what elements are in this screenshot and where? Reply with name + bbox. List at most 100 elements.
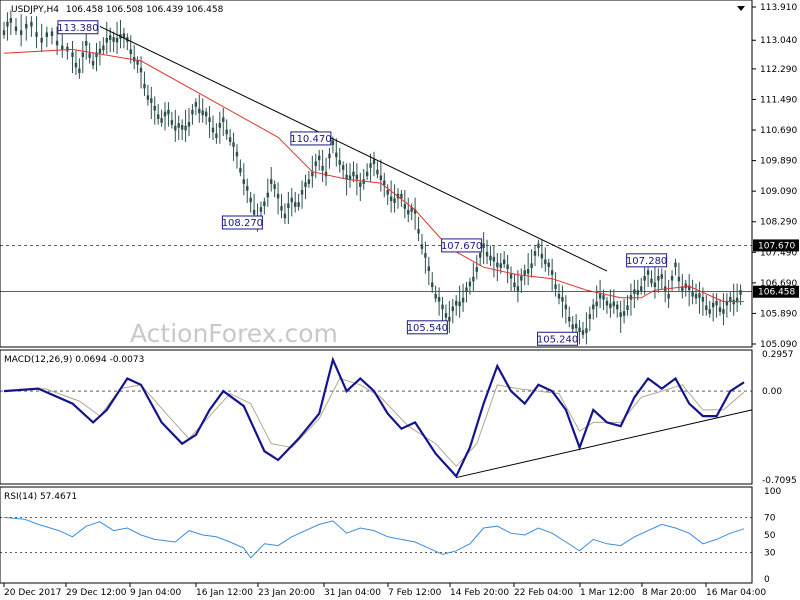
candle-body (321, 165, 324, 171)
candle-body (739, 290, 742, 295)
candle-body (581, 330, 585, 335)
candle-body (715, 300, 718, 306)
price-tag-label: 106.458 (758, 288, 795, 298)
candle-body (434, 293, 437, 299)
candle-body (578, 327, 581, 333)
x-tick-label: 20 Dec 2017 (4, 588, 62, 598)
candle-body (341, 165, 345, 170)
candle-body (263, 201, 266, 207)
price-label-105.540: 105.540 (407, 320, 448, 335)
x-tick-label: 31 Jan 04:00 (324, 588, 381, 598)
candle-body (338, 160, 341, 165)
candle-body (660, 274, 663, 279)
chart-menu-icon[interactable] (737, 6, 745, 11)
candle-body (359, 182, 362, 187)
rsi-tick-label: 30 (764, 549, 776, 559)
candle-body (129, 49, 132, 54)
x-tick-label: 16 Mar 04:00 (706, 588, 766, 598)
candle-body (249, 197, 252, 203)
candle-body (571, 324, 574, 330)
candle-body (612, 301, 616, 307)
candle-body (472, 276, 475, 282)
candle-body (283, 213, 287, 219)
candle-body (653, 282, 657, 288)
price-label-107.670: 107.670 (441, 238, 483, 253)
candle-body (674, 262, 677, 268)
rsi-layer (0, 516, 752, 559)
candle-body (640, 286, 643, 291)
candle-body (619, 312, 622, 317)
price-tick-label: 110.690 (760, 126, 797, 136)
price-label-box (441, 238, 483, 253)
x-tick-label: 1 Mar 12:00 (580, 588, 635, 598)
candle-body (98, 48, 102, 54)
candle-body (667, 293, 670, 299)
candle-body (602, 295, 605, 300)
candle-body (725, 300, 729, 306)
candle-body (9, 18, 13, 23)
candle-body (499, 263, 502, 268)
candle-body (496, 262, 499, 268)
candle-body (85, 41, 88, 46)
candle-body (691, 292, 694, 297)
candle-body (461, 297, 465, 303)
candle-body (311, 171, 314, 177)
price-tick-label: 107.490 (760, 248, 797, 258)
candle-body (502, 259, 506, 265)
candle-body (307, 179, 311, 184)
candle-body (300, 190, 304, 195)
candle-body (365, 171, 369, 177)
candle-body (386, 190, 389, 195)
candle-body (568, 316, 571, 322)
candle-body (215, 133, 218, 139)
candle-body (407, 209, 410, 215)
candle-body (30, 21, 33, 27)
price-tick-label: 109.890 (760, 157, 797, 167)
candle-body (280, 206, 283, 211)
candle-body (609, 303, 612, 309)
candle-body (45, 32, 49, 37)
price-tick-label: 105.890 (760, 309, 797, 319)
rsi-tick-label: 100 (764, 487, 781, 497)
candle-body (492, 256, 496, 262)
price-label-107.280: 107.280 (626, 253, 667, 268)
price-tick-label: 109.090 (760, 187, 797, 197)
candle-body (585, 328, 588, 333)
price-tick-label: 113.040 (760, 36, 797, 46)
candle-body (557, 293, 561, 299)
candle-body (523, 270, 526, 275)
candle-body (657, 275, 660, 281)
candle-body (708, 309, 711, 314)
candle-body (163, 111, 167, 117)
candle-body (246, 186, 249, 191)
candle-body (102, 45, 105, 51)
candle-body (646, 270, 650, 275)
candle-body (88, 53, 91, 58)
macd-main-line (3, 356, 745, 479)
candle-body (468, 281, 472, 287)
candle-body (290, 197, 293, 203)
price-label-text: 105.540 (407, 323, 448, 334)
macd-trendline (456, 409, 753, 479)
candle-body (420, 244, 424, 249)
candle-body (139, 67, 143, 73)
candle-body (204, 111, 208, 117)
watermark: ActionForex.com (130, 319, 338, 348)
candle-body (331, 140, 335, 145)
candle-body (74, 62, 78, 68)
x-tick-label: 8 Mar 20:00 (642, 588, 697, 598)
candle-body (81, 52, 84, 58)
candle-body (14, 26, 18, 32)
rsi-tick-label: 0 (764, 575, 770, 585)
candle-body (574, 323, 578, 329)
candle-body (718, 307, 722, 312)
price-tick-label: 111.490 (760, 95, 797, 105)
rsi-header: RSI(14) 57.4671 (4, 492, 77, 502)
candle-body (588, 314, 592, 319)
candle-body (711, 302, 715, 308)
rsi-pane (0, 486, 753, 584)
price-label-105.240: 105.240 (537, 331, 578, 346)
candle-body (287, 203, 290, 208)
candle-body (544, 259, 547, 265)
